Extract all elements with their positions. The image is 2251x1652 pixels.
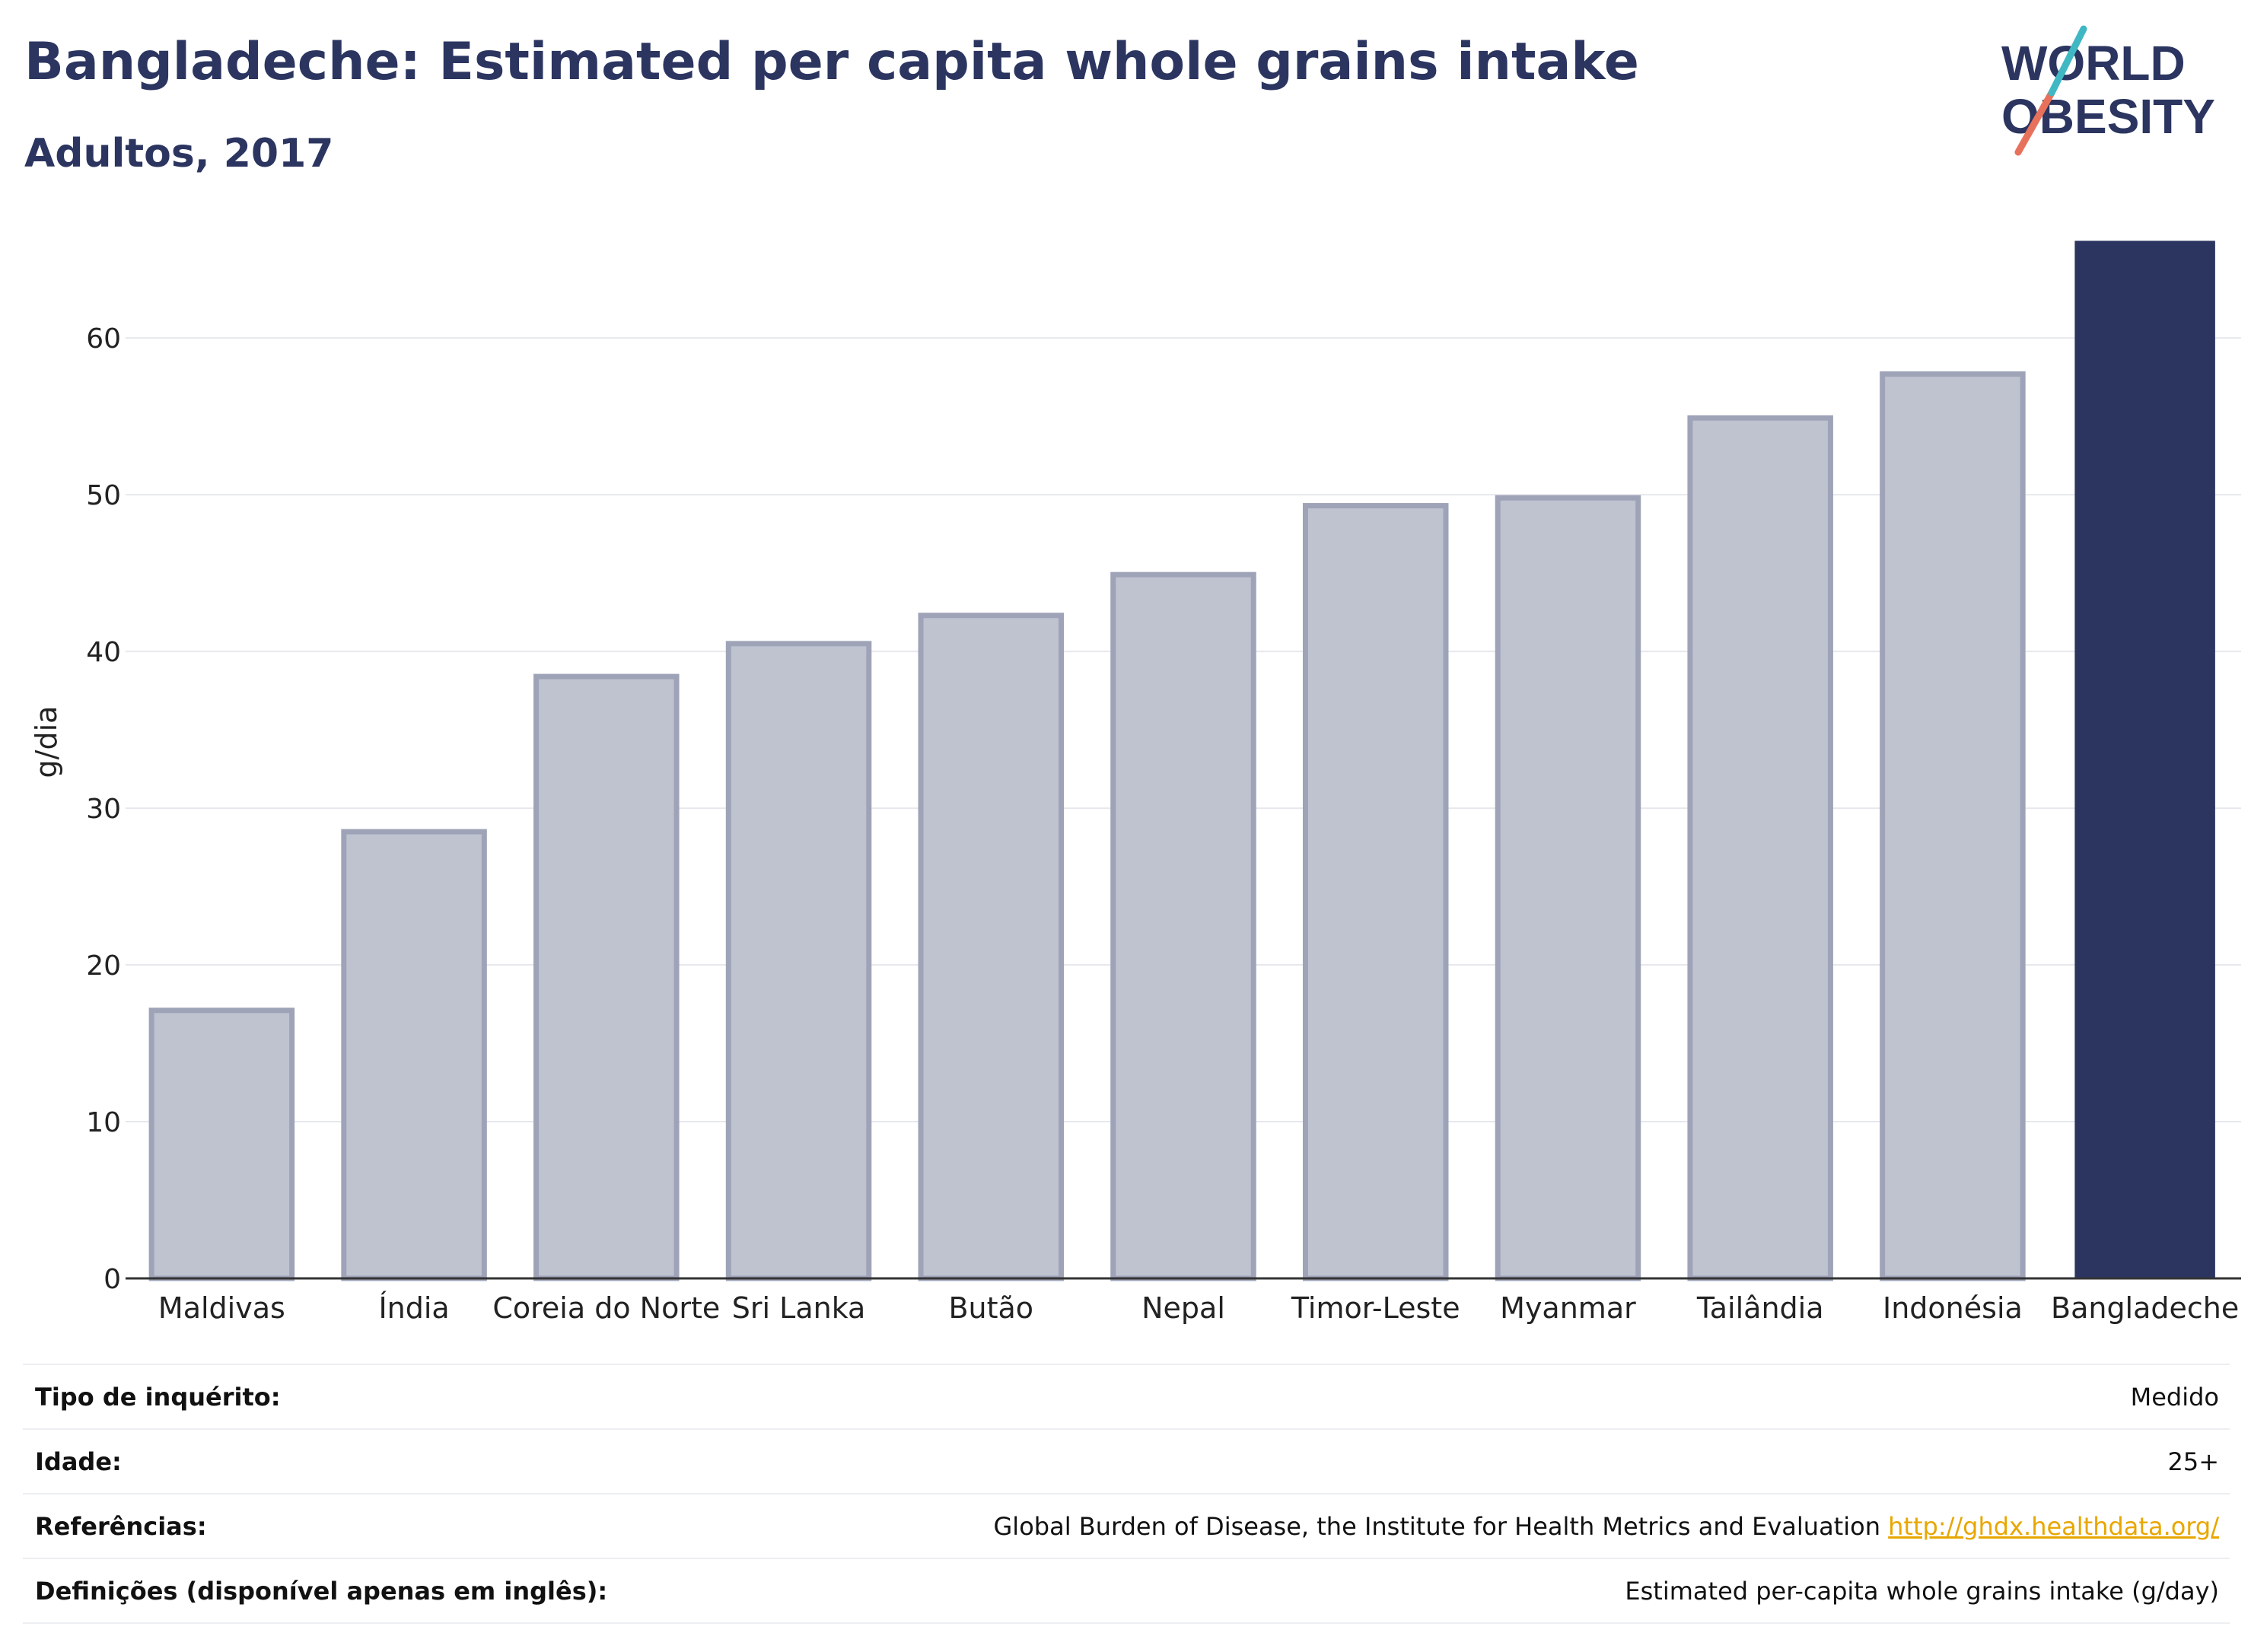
y-tick-label: 20 [86,950,121,982]
y-tick-label: 30 [86,794,121,825]
logo-slash-red [2014,89,2055,156]
bar-indon-sia [1880,371,2026,1281]
bars [148,240,2215,1281]
y-tick-label: 10 [86,1107,121,1138]
meta-row-age: Idade: 25+ [23,1428,2230,1493]
bar-but-o [918,613,1065,1281]
bar--ndia [341,829,487,1281]
chart-title: Bangladeche: Estimated per capita whole … [24,32,1639,92]
x-tick-label: Coreia do Norte [492,1291,720,1325]
y-tick-label: 40 [86,637,121,668]
x-tick-label: Tailândia [1696,1291,1824,1325]
chart-subtitle: Adultos, 2017 [24,131,334,177]
bar-nepal [1110,571,1256,1281]
meta-key: Definições (disponível apenas em inglês)… [35,1576,608,1606]
reference-link[interactable]: http://ghdx.healthdata.org/ [1888,1511,2219,1541]
x-tick-label: Timor-Leste [1291,1291,1460,1325]
meta-row-survey-type: Tipo de inquérito: Medido [23,1364,2230,1428]
logo-slash-teal [2048,25,2087,97]
metadata-table: Tipo de inquérito: Medido Idade: 25+ Ref… [23,1364,2230,1624]
meta-value: 25+ [2167,1447,2219,1476]
bar-sri-lanka [725,641,872,1281]
meta-row-references: Referências: Global Burden of Disease, t… [23,1493,2230,1558]
x-tick-label: Indonésia [1883,1291,2023,1325]
meta-key: Referências: [35,1511,207,1541]
bar-tail-ndia [1687,415,1833,1281]
bar-bangladeche [2074,240,2215,1279]
world-obesity-logo: WORLD OBESITY [2001,25,2215,156]
y-tick-label: 60 [86,323,121,355]
meta-key: Idade: [35,1447,122,1476]
meta-value: Medido [2130,1382,2219,1412]
y-tick-label: 50 [86,480,121,511]
x-tick-label: Myanmar [1500,1291,1636,1325]
logo-line1: WORLD [2001,36,2186,91]
x-tick-label: Índia [378,1291,449,1325]
y-tick-label: 0 [103,1264,121,1295]
bar-maldivas [148,1007,295,1281]
bar-timor-leste [1302,503,1449,1281]
x-tick-label: Bangladeche [2051,1291,2239,1325]
bar-coreia-do-norte [533,673,680,1281]
reference-text: Global Burden of Disease, the Institute … [993,1511,1880,1541]
x-tick-label: Butão [948,1291,1033,1325]
meta-value: Estimated per-capita whole grains intake… [1625,1576,2219,1606]
x-tick-label: Nepal [1141,1291,1225,1325]
meta-key: Tipo de inquérito: [35,1382,281,1412]
meta-value: Global Burden of Disease, the Institute … [994,1512,2230,1541]
axes: 0 10 20 30 40 50 60 Maldivas Índia Coreia do Nort… [86,323,2241,1325]
x-tick-label: Sri Lanka [732,1291,866,1325]
meta-row-definitions: Definições (disponível apenas em inglês)… [23,1558,2230,1624]
bar-chart: 0 10 20 30 40 50 60 Maldivas Índia Coreia do Nort… [30,240,2241,1325]
x-tick-label: Maldivas [158,1291,285,1325]
y-axis-title: g/dia [30,706,63,778]
bar-myanmar [1495,495,1641,1281]
